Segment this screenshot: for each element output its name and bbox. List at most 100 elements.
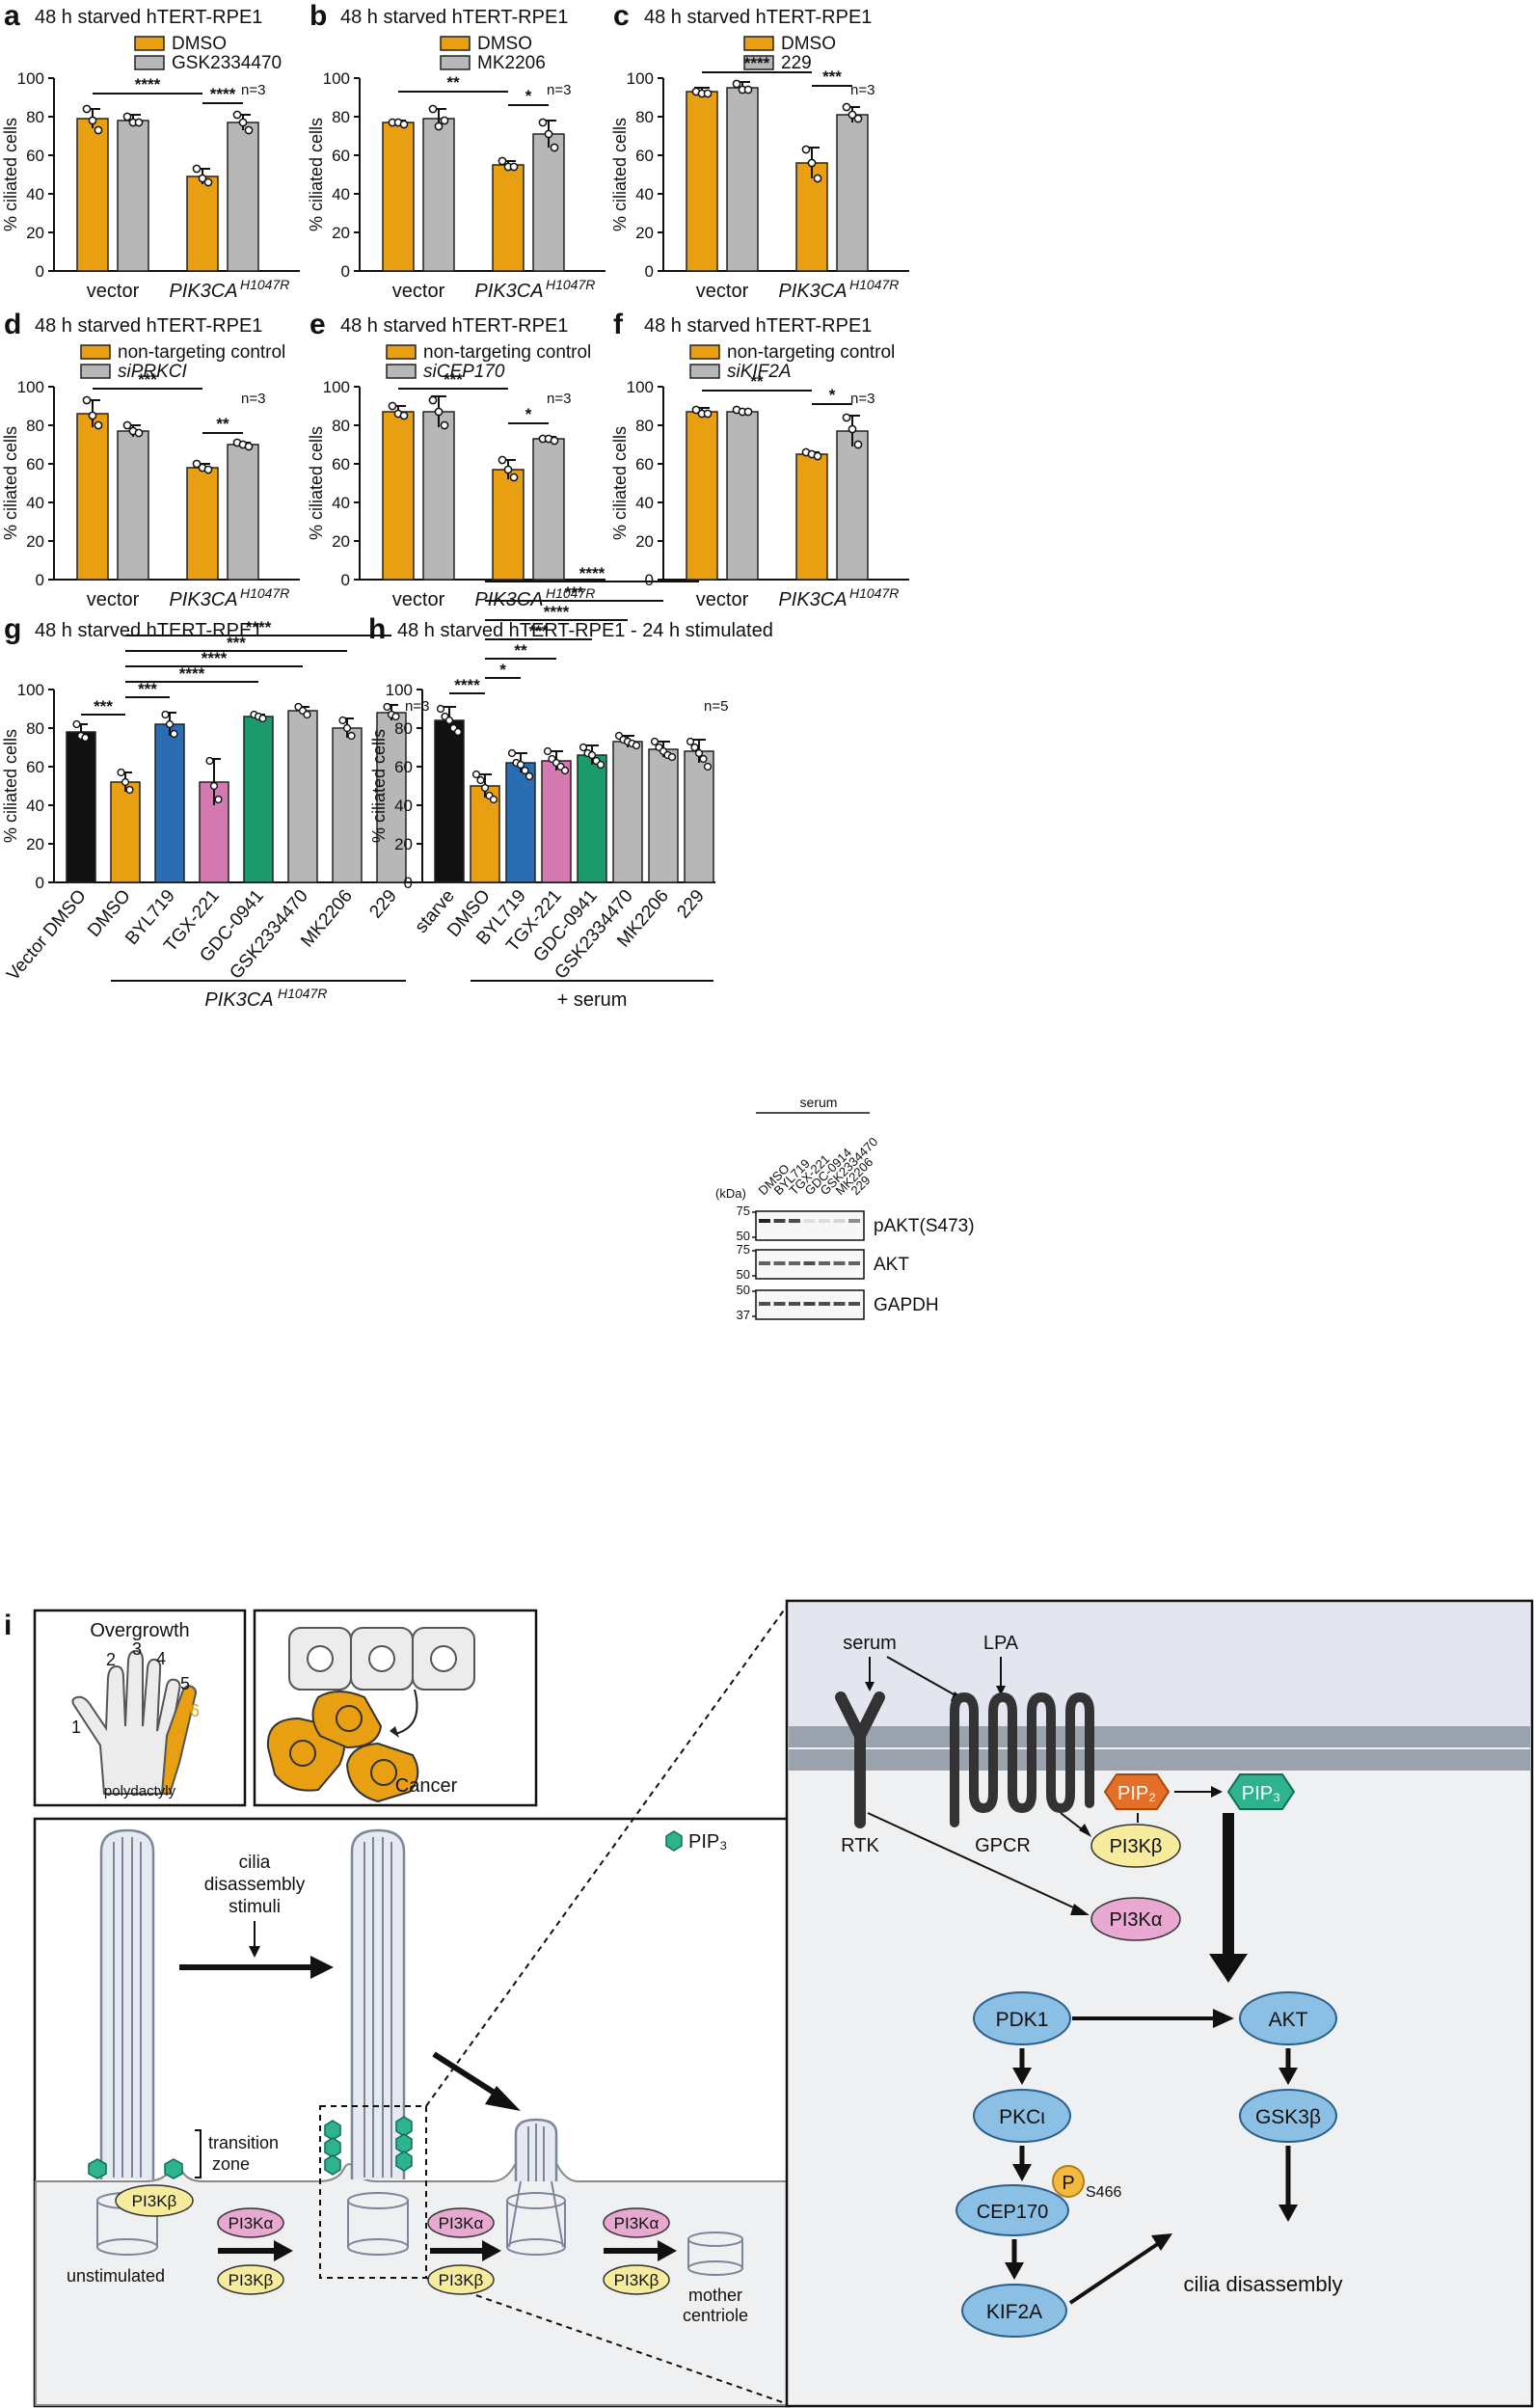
- blot-band: [789, 1302, 800, 1306]
- n-label: n=3: [850, 391, 875, 407]
- y-tick-label: 80: [26, 108, 44, 126]
- y-tick-label: 40: [332, 494, 350, 512]
- data-point: [509, 162, 519, 172]
- data-point: [342, 723, 352, 733]
- data-point: [399, 120, 409, 129]
- membrane-bottom: [789, 1749, 1530, 1771]
- y-tick-label: 60: [26, 455, 44, 473]
- data-point: [509, 473, 519, 482]
- blot-band: [819, 1261, 830, 1265]
- y-tick-label: 100: [17, 681, 44, 699]
- group-label-superscript: H1047R: [546, 585, 595, 601]
- data-point: [383, 702, 391, 712]
- kif2a-label: KIF2A: [986, 2301, 1042, 2323]
- bar: [422, 118, 455, 272]
- big-arrowhead: [658, 2240, 677, 2261]
- normal-cells-icon: [288, 1627, 475, 1691]
- group-label: vector: [696, 281, 749, 302]
- stimuli-label: cilia: [239, 1853, 271, 1873]
- kif2a-pill: [961, 2284, 1067, 2338]
- data-point: [596, 760, 606, 770]
- blot-band: [759, 1261, 770, 1265]
- data-point: [550, 143, 559, 152]
- data-point: [232, 110, 242, 120]
- gsk-disassembly-arrowhead: [1278, 2205, 1298, 2222]
- significance-label: ***: [444, 370, 463, 389]
- data-point: [161, 710, 170, 719]
- data-point: [686, 737, 695, 746]
- phospho-icon: [1052, 2165, 1085, 2198]
- y-tick-label: 40: [26, 797, 44, 815]
- significance-label: ****: [246, 618, 272, 636]
- pdk1-label: PDK1: [996, 2009, 1049, 2031]
- bar: [492, 164, 525, 272]
- finger-label: 6: [190, 1701, 200, 1720]
- cancer-arrow: [394, 1689, 418, 1735]
- data-point: [203, 465, 213, 474]
- cilium-resorbing-icon: [506, 2118, 566, 2256]
- data-point: [807, 158, 817, 168]
- y-tick-label: 80: [26, 417, 44, 435]
- panel-i-schematic: i Overgrowth 1 2 3 4 5 6 polydactyly: [4, 1599, 1534, 2408]
- significance-label: ***: [529, 622, 549, 640]
- pi3kb-label: PI3Kβ: [439, 2271, 484, 2289]
- y-tick-label: 0: [36, 262, 44, 281]
- data-point: [842, 413, 851, 422]
- bar: [117, 120, 149, 272]
- data-point: [489, 795, 498, 804]
- data-point: [388, 401, 397, 411]
- y-axis-label: % ciliated cells: [369, 729, 389, 843]
- data-point: [813, 451, 822, 461]
- y-tick-label: 0: [645, 262, 654, 281]
- blot-header: serum: [800, 1095, 838, 1110]
- group-label-superscript: H1047R: [849, 277, 899, 292]
- legend-swatch: [134, 36, 165, 51]
- kif-disassembly-arrowhead: [1151, 2233, 1172, 2251]
- data-point: [88, 116, 97, 125]
- data-point: [632, 741, 641, 750]
- blot-band: [803, 1219, 816, 1223]
- n-label: n=3: [547, 82, 571, 98]
- cancer-cells-icon: [266, 1691, 419, 1803]
- y-tick-label: 0: [404, 874, 413, 892]
- data-point: [743, 85, 753, 95]
- zoom-line: [425, 2277, 792, 2406]
- polydactyly-label: polydactyly: [104, 1783, 176, 1799]
- overgrowth-label: Overgrowth: [90, 1620, 189, 1641]
- finger-label: 3: [132, 1639, 142, 1659]
- y-tick-label: 40: [332, 185, 350, 203]
- bar: [795, 453, 828, 581]
- y-tick-label: 0: [36, 874, 44, 892]
- cep170-label: CEP170: [977, 2202, 1049, 2223]
- blot-band: [803, 1261, 816, 1265]
- phospho-label: P: [1062, 2173, 1074, 2194]
- legend-swatch: [689, 344, 720, 360]
- data-point: [703, 89, 713, 98]
- legend-label: MK2206: [477, 53, 546, 73]
- zoom-line: [425, 1600, 792, 2107]
- data-point: [848, 424, 857, 434]
- blot-band: [833, 1261, 846, 1265]
- data-point: [205, 756, 214, 766]
- data-point: [436, 704, 445, 714]
- y-tick-label: 60: [394, 758, 413, 776]
- extracellular-space: [789, 1603, 1530, 1728]
- y-tick-label: 60: [26, 758, 44, 776]
- finger-label: 1: [71, 1718, 81, 1737]
- marker-label: 50: [737, 1267, 750, 1282]
- data-point: [391, 712, 400, 721]
- s466-label: S466: [1086, 2184, 1121, 2201]
- y-axis-label: % ciliated cells: [1, 118, 20, 231]
- gsk-label: GSK3β: [1255, 2106, 1321, 2128]
- significance-label: ***: [138, 370, 157, 389]
- significance-label: ****: [744, 54, 770, 72]
- stimuli-label: stimuli: [229, 1897, 281, 1917]
- cep170-pill: [955, 2184, 1069, 2236]
- marker-label: 75: [737, 1204, 750, 1218]
- big-arrow: [432, 2051, 505, 2101]
- legend-swatch: [386, 364, 417, 379]
- bar: [382, 122, 415, 272]
- data-point: [214, 795, 223, 804]
- data-point: [81, 733, 90, 743]
